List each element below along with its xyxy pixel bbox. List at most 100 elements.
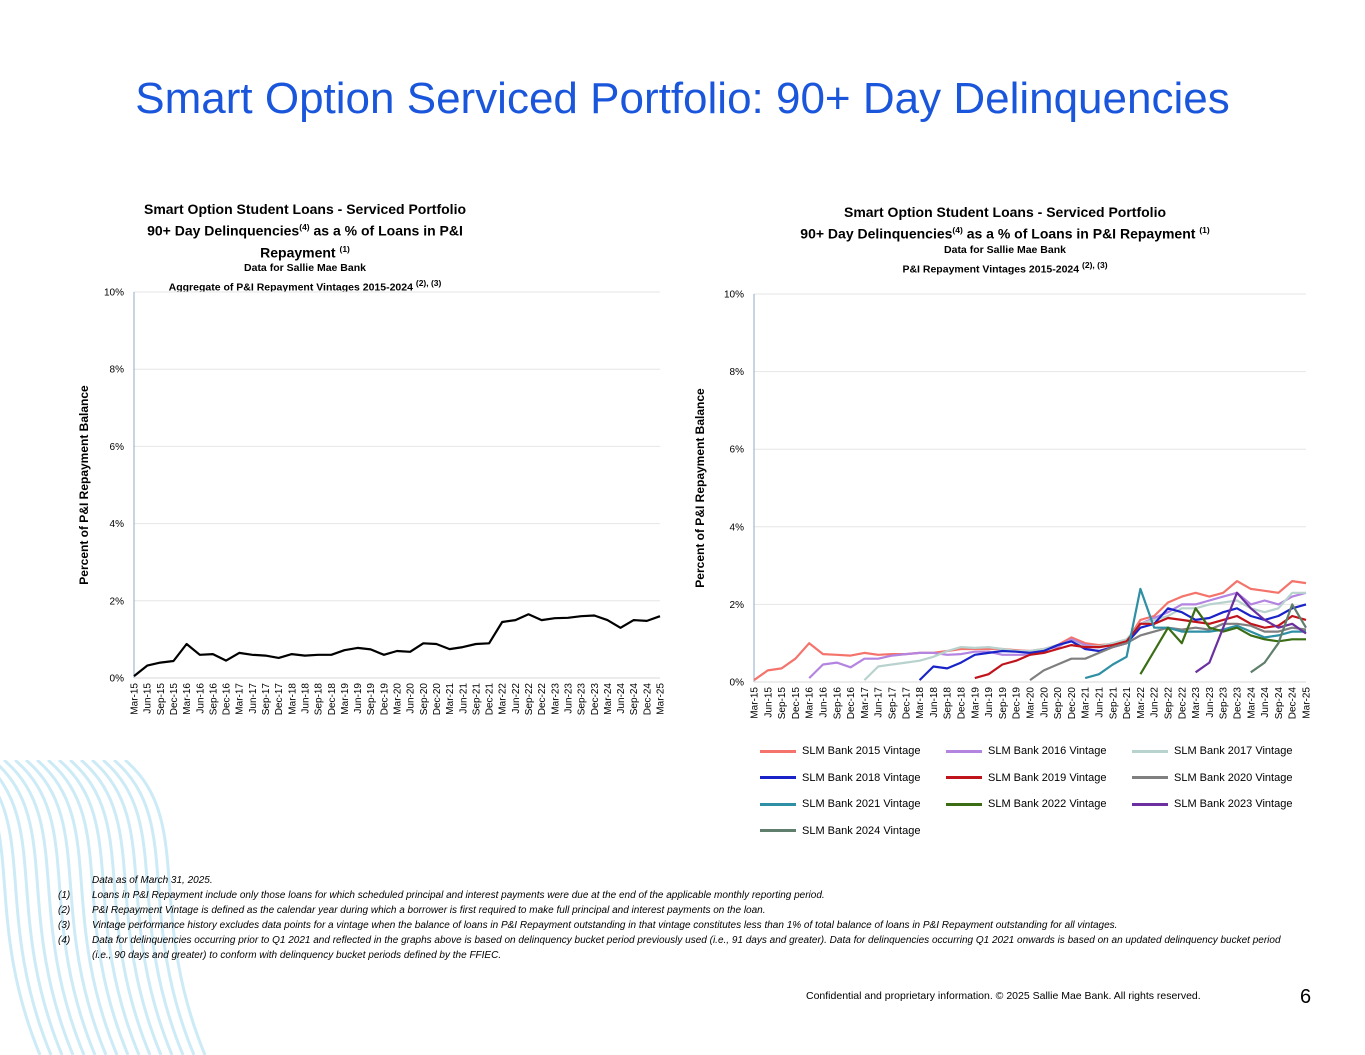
right-chart-title-line2: 90+ Day Delinquencies(4) as a % of Loans… [800,225,1210,242]
wave-stroke [3,760,86,1055]
x-tick-label: Sep-24 [629,683,640,716]
legend-swatch [1132,776,1168,779]
x-tick-label: Sep-17 [888,687,899,720]
y-axis-label: Percent of P&I Repayment Balance [77,385,91,585]
x-tick-label: Jun-16 [195,683,206,714]
x-tick-label: Dec-24 [1288,687,1299,720]
series-line-aggregate [133,613,661,677]
legend-label: SLM Bank 2015 Vintage [802,745,921,757]
x-tick-label: Sep-21 [471,683,482,716]
wave-stroke [91,760,174,1055]
left-chart-title-line4: Aggregate of P&I Repayment Vintages 2015… [168,278,442,294]
x-tick-label: Sep-20 [419,683,430,716]
legend-swatch [760,749,796,753]
y-tick-label: 0% [110,674,125,685]
legend-swatch [760,776,796,779]
x-tick-label: Jun-24 [616,683,627,714]
left-chart-title: Smart Option Student Loans - Serviced Po… [130,200,480,296]
legend-label: SLM Bank 2023 Vintage [1174,798,1293,810]
right-chart-title-line1: Smart Option Student Loans - Serviced Po… [843,204,1167,220]
series-line-slm-bank-2019-vintage [974,614,1307,680]
x-tick-label: Jun-19 [353,683,364,714]
wave-stroke [0,795,53,1055]
legend-swatch [760,829,796,832]
x-tick-label: Jun-19 [984,687,995,718]
x-tick-label: Sep-18 [314,683,325,716]
wave-stroke [102,760,185,1055]
right-chart-title: Smart Option Student Loans - Serviced Po… [740,203,1270,277]
x-tick-label: Jun-22 [1150,687,1161,718]
legend-item-slm-bank-2015-vintage: SLM Bank 2015 Vintage [760,745,920,757]
x-tick-label: Sep-20 [1053,687,1064,720]
footnote-data-date: Data as of March 31, 2025. [92,875,213,886]
wave-stroke [0,831,42,1055]
x-tick-label: Sep-18 [943,687,954,720]
x-tick-label: Dec-21 [1122,687,1133,720]
x-tick-label: Mar-20 [393,683,404,715]
legend-item-slm-bank-2023-vintage: SLM Bank 2023 Vintage [1132,798,1292,810]
footnote-3: (3) Vintage performance history excludes … [58,920,1118,931]
x-tick-label: Sep-22 [524,683,535,716]
wave-stroke [80,760,163,1055]
x-tick-label: Sep-23 [1219,687,1230,720]
x-tick-label: Mar-23 [1191,687,1202,719]
wave-stroke [36,760,119,1055]
legend-label: SLM Bank 2024 Vintage [802,824,921,837]
legend-swatch [946,776,982,779]
y-tick-label: 10% [724,290,744,301]
x-tick-label: Mar-19 [340,683,351,715]
x-tick-label: Dec-24 [642,683,653,716]
x-tick-label: Mar-19 [970,687,981,719]
x-tick-label: Sep-19 [366,683,377,716]
x-tick-label: Mar-16 [805,687,816,719]
wave-stroke [47,760,130,1055]
legend-label: SLM Bank 2017 Vintage [1174,745,1293,757]
slide-title: Smart Option Serviced Portfolio: 90+ Day… [135,74,1230,123]
x-tick-label: Dec-23 [1233,687,1244,720]
legend-item-slm-bank-2020-vintage: SLM Bank 2020 Vintage [1132,772,1292,784]
x-tick-label: Mar-22 [1136,687,1147,719]
x-tick-label: Dec-17 [901,687,912,720]
series-line-slm-bank-2020-vintage [1029,622,1307,681]
legend-label: SLM Bank 2020 Vintage [1174,771,1293,784]
legend-swatch [1132,802,1168,806]
legend-label: SLM Bank 2016 Vintage [988,745,1107,757]
wave-stroke [58,760,141,1055]
legend-item-slm-bank-2022-vintage: SLM Bank 2022 Vintage [946,798,1106,810]
x-tick-label: Mar-20 [1026,687,1037,719]
y-tick-label: 6% [730,445,745,456]
confidentiality-notice: Confidential and proprietary information… [806,990,1201,1002]
x-tick-label: Mar-23 [550,683,561,715]
x-tick-label: Sep-23 [577,683,588,716]
y-tick-label: 10% [104,288,124,299]
x-tick-label: Mar-24 [603,683,614,715]
x-tick-label: Mar-24 [1246,687,1257,719]
y-tick-label: 2% [110,596,125,607]
x-tick-label: Sep-19 [998,687,1009,720]
right-chart-title-line4: P&I Repayment Vintages 2015-2024 (2), (3… [902,259,1108,276]
x-tick-label: Jun-18 [300,683,311,714]
left-chart-title-line2: 90+ Day Delinquencies(4) as a % of Loans… [147,222,463,261]
left-chart-title-line1: Smart Option Student Loans - Serviced Po… [143,201,467,217]
series-line-slm-bank-2021-vintage [1084,587,1306,680]
x-tick-label: Mar-22 [498,683,509,715]
x-tick-label: Jun-23 [1205,687,1216,718]
legend-item-slm-bank-2017-vintage: SLM Bank 2017 Vintage [1132,745,1292,757]
x-tick-label: Mar-18 [915,687,926,719]
wave-stroke [25,760,108,1055]
y-tick-label: 2% [730,600,745,611]
x-tick-label: Dec-15 [169,683,180,716]
x-tick-label: Sep-16 [832,687,843,720]
x-tick-label: Sep-21 [1108,687,1119,720]
legend-label: SLM Bank 2022 Vintage [988,798,1107,810]
x-tick-label: Mar-17 [860,687,871,719]
legend-swatch [760,802,796,806]
x-tick-label: Mar-18 [287,683,298,715]
series-line-slm-bank-2016-vintage [808,591,1307,679]
x-tick-label: Dec-22 [537,683,548,716]
y-tick-label: 4% [730,522,745,533]
x-tick-label: Jun-18 [929,687,940,718]
x-tick-label: Mar-21 [445,683,456,715]
x-tick-label: Sep-15 [156,683,167,716]
wave-stroke [14,760,97,1055]
